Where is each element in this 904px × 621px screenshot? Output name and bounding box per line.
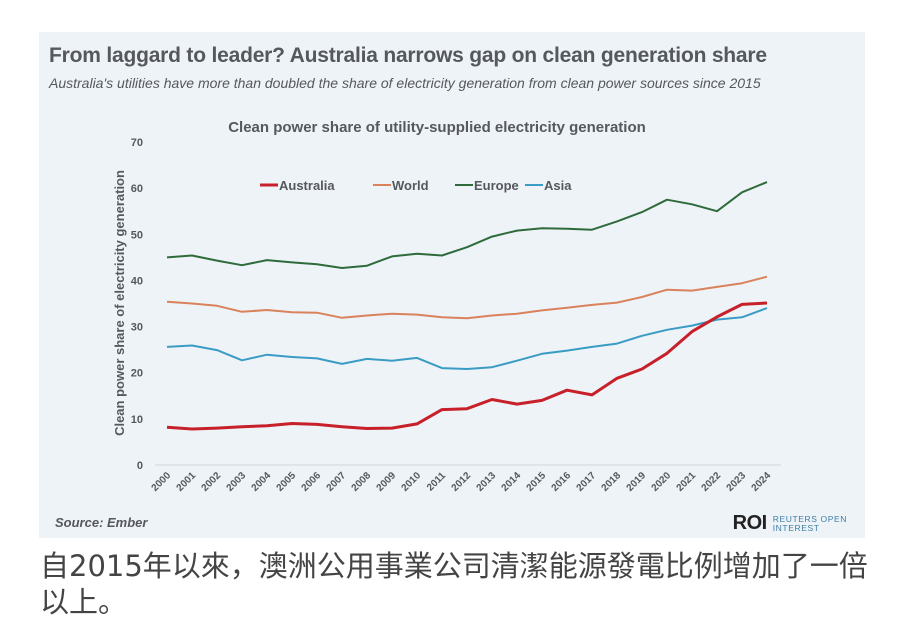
x-tick-label: 2017 [575, 470, 599, 494]
x-tick-label: 2007 [325, 470, 349, 494]
y-tick-label: 30 [131, 322, 143, 334]
x-tick-label: 2020 [650, 470, 674, 494]
x-ticks: 2000 2001 2002 2003 2004 2005 2006 2007 2008 2009… [150, 470, 774, 494]
x-tick-label: 2018 [600, 470, 624, 494]
y-tick-label: 20 [131, 368, 143, 380]
y-tick-label: 10 [131, 414, 143, 426]
source-note: Source: Ember [55, 515, 148, 530]
series-line-australia [166, 301, 768, 431]
series-line-world [166, 275, 768, 320]
legend-item-world: World [373, 178, 429, 193]
legend-label: World [392, 178, 429, 193]
legend: Australia World Europe Asia [260, 178, 572, 193]
x-tick-label: 2021 [675, 470, 699, 494]
chart-title: Clean power share of utility-supplied el… [228, 119, 646, 136]
article-caption: 自2015年以來，澳洲公用事業公司清潔能源發電比例增加了一倍以上。 [40, 549, 868, 619]
y-axis-label: Clean power share of electricity generat… [112, 170, 127, 436]
y-ticks: 0 10 20 30 40 50 60 70 [131, 137, 143, 472]
legend-label: Europe [474, 178, 519, 193]
chart-headline: From laggard to leader? Australia narrow… [49, 44, 767, 67]
x-tick-label: 2008 [350, 470, 374, 494]
series-line-europe [166, 181, 768, 269]
x-tick-label: 2022 [700, 470, 724, 494]
legend-label: Australia [279, 178, 335, 193]
x-tick-label: 2010 [400, 470, 424, 494]
y-tick-label: 0 [137, 460, 143, 472]
x-tick-label: 2001 [175, 470, 199, 494]
x-tick-label: 2005 [275, 470, 299, 494]
legend-item-europe: Europe [455, 178, 519, 193]
y-tick-label: 60 [131, 183, 143, 195]
legend-item-asia: Asia [525, 178, 572, 193]
chart-subtitle: Australia's utilities have more than dou… [49, 75, 761, 91]
x-tick-label: 2016 [550, 470, 574, 494]
roi-logo: ROI REUTERS OPEN INTEREST [733, 512, 847, 535]
x-tick-label: 2002 [200, 470, 224, 494]
x-tick-label: 2000 [150, 470, 174, 494]
x-tick-label: 2011 [425, 470, 448, 493]
y-tick-label: 70 [131, 137, 143, 149]
x-tick-label: 2019 [625, 470, 649, 494]
roi-logo-text: REUTERS OPEN INTEREST [772, 513, 847, 533]
y-tick-label: 40 [131, 275, 143, 287]
x-tick-label: 2012 [450, 470, 474, 494]
x-tick-label: 2023 [725, 470, 749, 494]
series-line-asia [166, 307, 768, 370]
roi-logo-line1: REUTERS OPEN [772, 513, 847, 524]
x-tick-label: 2006 [300, 470, 324, 494]
series-lines [166, 181, 768, 431]
y-tick-label: 50 [131, 229, 143, 241]
legend-label: Asia [544, 178, 572, 193]
x-tick-label: 2003 [225, 470, 249, 494]
x-tick-label: 2015 [525, 470, 549, 494]
x-tick-label: 2013 [475, 470, 499, 494]
roi-logo-mark: ROI [732, 512, 768, 534]
roi-logo-line2: INTEREST [772, 522, 820, 533]
x-tick-label: 2014 [500, 470, 524, 494]
x-tick-label: 2024 [750, 470, 774, 494]
x-tick-label: 2009 [375, 470, 399, 494]
legend-item-australia: Australia [260, 178, 335, 193]
x-tick-label: 2004 [250, 470, 274, 494]
